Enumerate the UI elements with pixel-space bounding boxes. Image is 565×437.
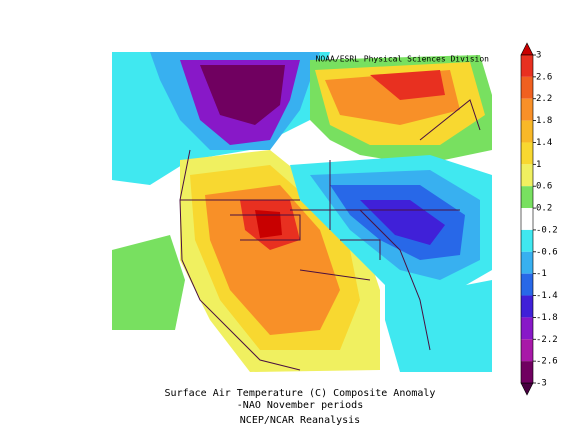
caption-title: Surface Air Temperature (C) Composite An… <box>165 388 436 399</box>
colorbar-band <box>521 273 533 296</box>
colorbar-band <box>521 317 533 340</box>
colorbar-tick-label: -2.2 <box>536 335 558 345</box>
colorbar-tick-label: -1.4 <box>536 291 558 301</box>
colorbar-band <box>521 208 533 230</box>
colorbar-band <box>521 251 533 274</box>
colorbar-tick-label: -2.6 <box>536 357 558 367</box>
colorbar-tick-label: -0.6 <box>536 247 558 257</box>
colorbar-tick-label: 3 <box>536 51 541 61</box>
colorbar-frame <box>520 54 534 384</box>
colorbar-tick-label: 2.6 <box>536 72 552 82</box>
colorbar-band <box>521 142 533 165</box>
colorbar-band <box>521 339 533 362</box>
caption-dataset: NCEP/NCAR Reanalysis <box>240 415 360 426</box>
colorbar-tick-label: 0.6 <box>536 182 552 192</box>
colorbar-tick-label: 1 <box>536 160 541 170</box>
colorbar-tick-label: 2.2 <box>536 94 552 104</box>
colorbar-tick-label: 1.8 <box>536 116 552 126</box>
source-label: NOAA/ESRL Physical Sciences Division <box>316 55 490 64</box>
colorbar-band <box>521 98 533 121</box>
colorbar-tick-label: -3 <box>536 379 547 389</box>
colorbar-band <box>521 361 533 383</box>
colorbar-tick-label: 1.4 <box>536 138 552 148</box>
colorbar-band <box>521 120 533 143</box>
caption-subtitle: -NAO November periods <box>237 400 363 411</box>
colorbar-band <box>521 76 533 99</box>
colorbar-band <box>521 295 533 318</box>
colorbar-tick-label: -1 <box>536 269 547 279</box>
colorbar-tick-label: -0.2 <box>536 225 558 235</box>
colorbar: 3 2.6 2.2 1.8 1.4 1 0.6 0.2 -0.2 -0.6 -1 -1.4 -1.8 -2… <box>520 42 558 396</box>
colorbar-bottom-arrow <box>520 382 534 396</box>
colorbar-band <box>521 55 533 77</box>
colorbar-top-arrow <box>520 42 534 56</box>
colorbar-band <box>521 186 533 209</box>
colorbar-band <box>521 229 533 252</box>
colorbar-tick-label: -1.8 <box>536 313 558 323</box>
colorbar-tick-label: 0.2 <box>536 204 552 214</box>
map <box>112 52 492 372</box>
colorbar-band <box>521 164 533 187</box>
